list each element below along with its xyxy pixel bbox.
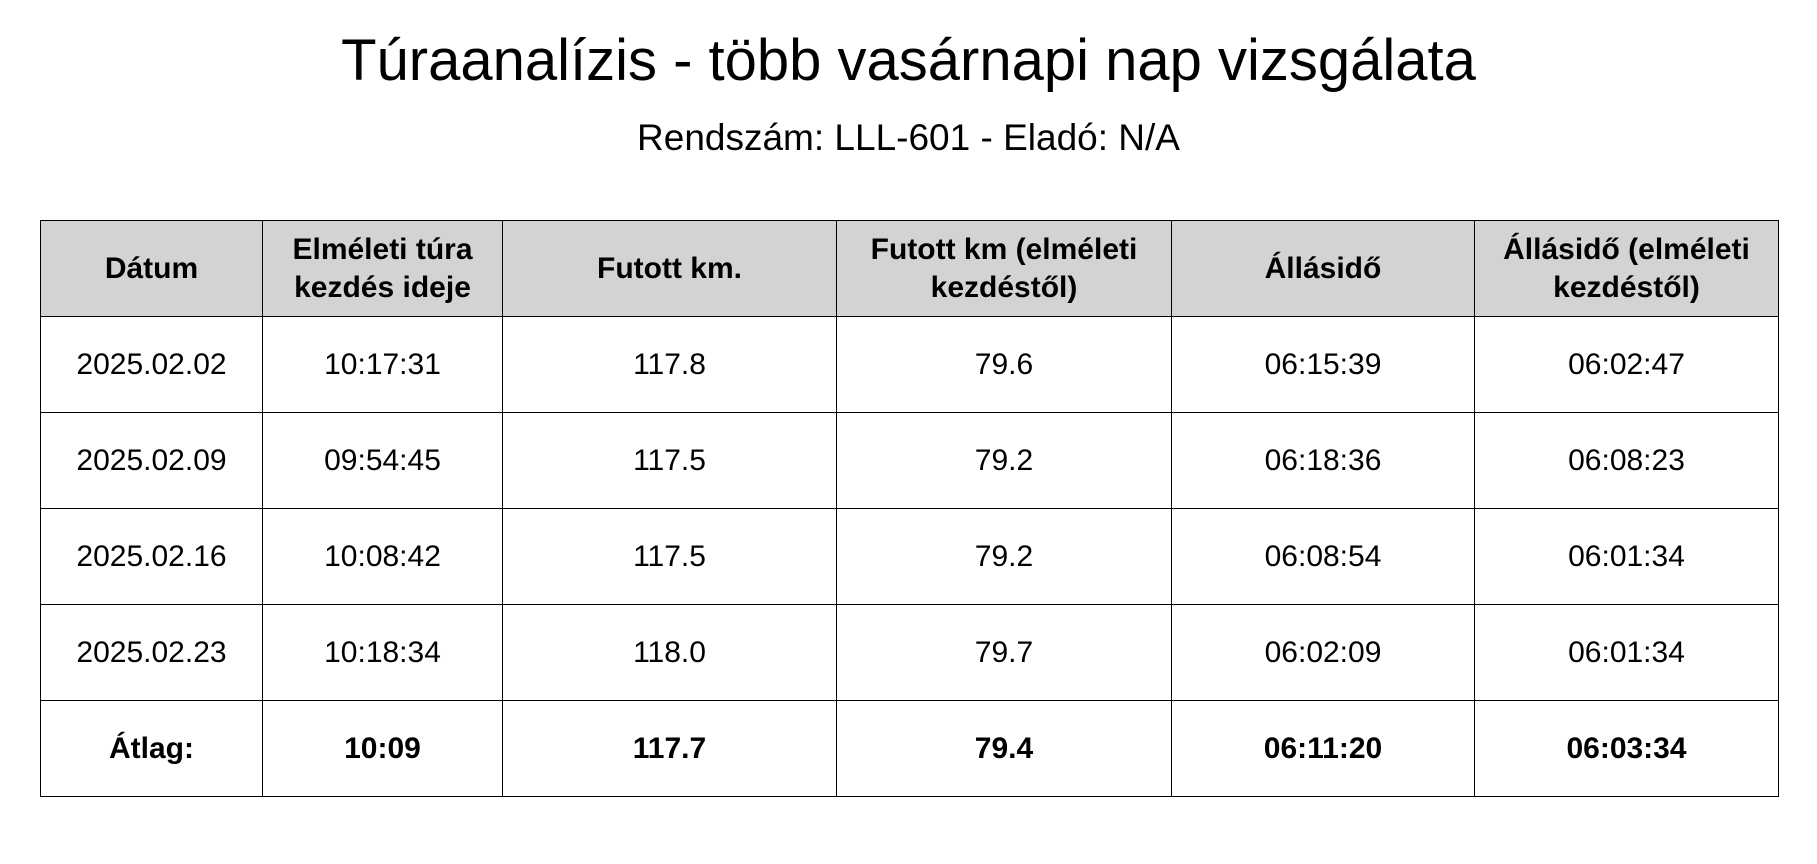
table-header-row: Dátum Elméleti túra kezdés ideje Futott … [40,220,1779,317]
cell-km: 117.8 [502,316,837,413]
cell-theoretical-start: 10:08:42 [262,508,503,605]
cell-idle-from-start: 06:01:34 [1474,604,1779,701]
average-idle-from-start: 06:03:34 [1474,700,1779,797]
cell-km-from-start: 79.7 [836,604,1172,701]
average-theoretical-start: 10:09 [262,700,503,797]
cell-km-from-start: 79.6 [836,316,1172,413]
column-header-km-from-start: Futott km (elméleti kezdéstől) [836,220,1172,317]
cell-date: 2025.02.23 [40,604,263,701]
column-header-date: Dátum [40,220,263,317]
cell-date: 2025.02.16 [40,508,263,605]
cell-km: 118.0 [502,604,837,701]
cell-theoretical-start: 09:54:45 [262,412,503,509]
cell-idle-time: 06:15:39 [1171,316,1475,413]
page-subtitle: Rendszám: LLL-601 - Eladó: N/A [637,117,1180,158]
table-row: 2025.02.16 10:08:42 117.5 79.2 06:08:54 … [40,508,1779,605]
cell-idle-time: 06:18:36 [1171,412,1475,509]
cell-date: 2025.02.02 [40,316,263,413]
cell-idle-time: 06:02:09 [1171,604,1475,701]
table-row: 2025.02.23 10:18:34 118.0 79.7 06:02:09 … [40,604,1779,701]
cell-date: 2025.02.09 [40,412,263,509]
cell-km-from-start: 79.2 [836,508,1172,605]
average-idle-time: 06:11:20 [1171,700,1475,797]
column-header-idle-time: Állásidő [1171,220,1475,317]
table-row: 2025.02.09 09:54:45 117.5 79.2 06:18:36 … [40,412,1779,509]
average-km-from-start: 79.4 [836,700,1172,797]
cell-theoretical-start: 10:17:31 [262,316,503,413]
table-row: 2025.02.02 10:17:31 117.8 79.6 06:15:39 … [40,316,1779,413]
column-header-km: Futott km. [502,220,837,317]
tour-analysis-table: Dátum Elméleti túra kezdés ideje Futott … [40,220,1779,797]
cell-idle-time: 06:08:54 [1171,508,1475,605]
cell-idle-from-start: 06:08:23 [1474,412,1779,509]
average-label: Átlag: [40,700,263,797]
column-header-theoretical-start: Elméleti túra kezdés ideje [262,220,503,317]
cell-km: 117.5 [502,508,837,605]
column-header-idle-from-start: Állásidő (elméleti kezdéstől) [1474,220,1779,317]
cell-km: 117.5 [502,412,837,509]
cell-km-from-start: 79.2 [836,412,1172,509]
cell-idle-from-start: 06:01:34 [1474,508,1779,605]
average-km: 117.7 [502,700,837,797]
average-row: Átlag: 10:09 117.7 79.4 06:11:20 06:03:3… [40,700,1779,797]
cell-theoretical-start: 10:18:34 [262,604,503,701]
cell-idle-from-start: 06:02:47 [1474,316,1779,413]
page-title: Túraanalízis - több vasárnapi nap vizsgá… [341,28,1476,93]
